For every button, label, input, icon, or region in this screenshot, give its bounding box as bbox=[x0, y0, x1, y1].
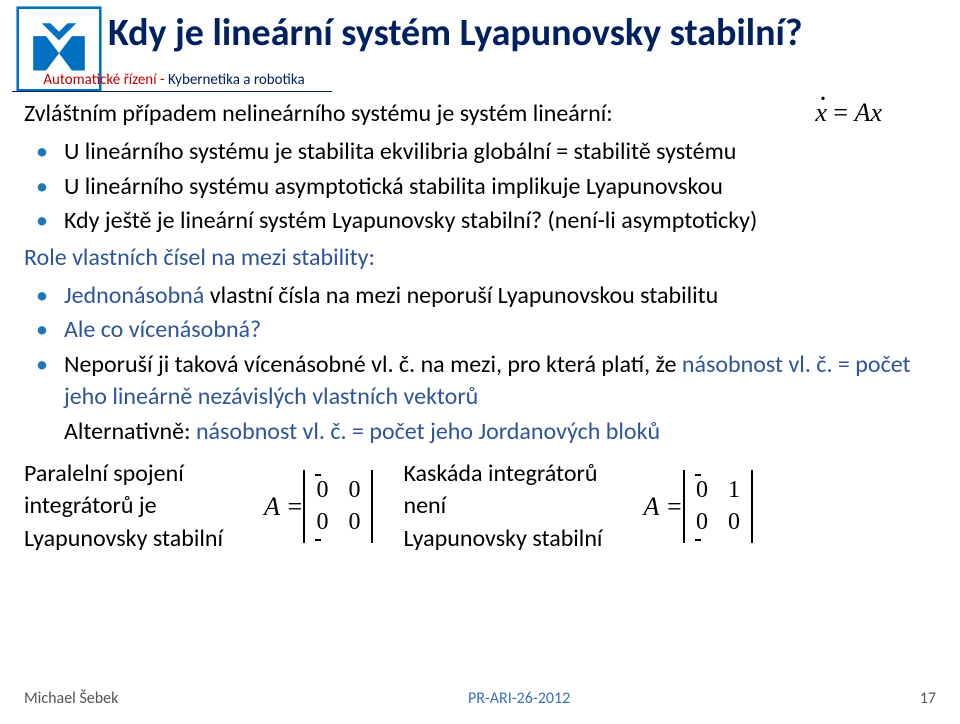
example-left: Paralelní spojení integrátorů je Lyapuno… bbox=[24, 458, 373, 555]
bullet-dot-icon: • bbox=[36, 349, 48, 381]
subtitle-part2: Kybernetika a robotika bbox=[168, 71, 305, 89]
bullet-pre: Alternativně: bbox=[64, 417, 196, 446]
label-line: Kaskáda integrátorů bbox=[403, 458, 643, 490]
state-equation: x = Ax bbox=[815, 98, 882, 128]
matrix-cell: 0 bbox=[347, 506, 361, 538]
bullet-dot-icon: • bbox=[36, 314, 48, 346]
intro-text: Zvláštním případem nelineárního systému … bbox=[24, 98, 940, 130]
matrix-cell: 0 bbox=[315, 506, 329, 538]
bullet-text: U lineárního systému asymptotická stabil… bbox=[64, 171, 940, 203]
label-line: Paralelní spojení bbox=[24, 458, 264, 490]
bullet-pre: Neporuší ji taková vícenásobné vl. č. na… bbox=[64, 350, 682, 379]
bullet-item: • Neporuší ji taková vícenásobné vl. č. … bbox=[24, 349, 940, 414]
role-heading: Role vlastních čísel na mezi stability: bbox=[24, 242, 940, 274]
bullet-dot-icon: • bbox=[36, 171, 48, 203]
slide: Kdy je lineární systém Lyapunovsky stabi… bbox=[0, 0, 960, 724]
bullet-dot-icon: • bbox=[36, 136, 48, 168]
bullet-item: • Alternativně: násobnost vl. č. = počet… bbox=[24, 416, 940, 448]
bullet-item: • Kdy ještě je lineární systém Lyapunovs… bbox=[24, 205, 940, 237]
eqn-lhs: x bbox=[815, 98, 827, 128]
subtitle-underline bbox=[12, 91, 332, 92]
slide-title: Kdy je lineární systém Lyapunovsky stabi… bbox=[108, 10, 940, 56]
bullet-item: • Jednonásobná vlastní čísla na mezi nep… bbox=[24, 280, 940, 312]
label-line: není bbox=[403, 490, 643, 522]
bullet-dot-icon: • bbox=[36, 280, 48, 312]
bullet-item: • Ale co vícenásobná? bbox=[24, 314, 940, 346]
bullet-item: • U lineárního systému asymptotická stab… bbox=[24, 171, 940, 203]
bullet-item: • U lineárního systému je stabilita ekvi… bbox=[24, 136, 940, 168]
example-right: Kaskáda integrátorů není Lyapunovsky sta… bbox=[403, 458, 752, 555]
matrix-cell: 0 bbox=[347, 474, 361, 506]
matrix-prefix: A = bbox=[643, 489, 682, 524]
example-left-label: Paralelní spojení integrátorů je Lyapuno… bbox=[24, 458, 264, 555]
bullet-text: Kdy ještě je lineární systém Lyapunovsky… bbox=[64, 205, 940, 237]
matrix-cell: 0 bbox=[315, 474, 329, 506]
bullets-group-2: • Jednonásobná vlastní čísla na mezi nep… bbox=[24, 280, 940, 448]
example-right-label: Kaskáda integrátorů není Lyapunovsky sta… bbox=[403, 458, 643, 555]
emphasis: Jednonásobná bbox=[64, 281, 204, 310]
footer-page-number: 17 bbox=[920, 689, 936, 708]
eqn-eq: = bbox=[827, 98, 855, 127]
label-line: Lyapunovsky stabilní bbox=[24, 523, 264, 555]
matrix: 00 00 bbox=[303, 470, 373, 543]
matrix-prefix: A = bbox=[264, 489, 303, 524]
matrix-cell: 0 bbox=[695, 506, 709, 538]
matrix-cell: 0 bbox=[695, 474, 709, 506]
eqn-rhs: Ax bbox=[855, 98, 882, 127]
bullet-text: U lineárního systému je stabilita ekvili… bbox=[64, 136, 940, 168]
emphasis: násobnost vl. č. = počet jeho Jordanovýc… bbox=[196, 417, 660, 446]
label-line: Lyapunovsky stabilní bbox=[403, 523, 643, 555]
subtitle-part1: Automatické řízení - bbox=[43, 71, 168, 89]
bullet-dot-icon: • bbox=[36, 205, 48, 237]
matrix-cell: 0 bbox=[727, 506, 741, 538]
subtitle: Automatické řízení - Kybernetika a robot… bbox=[12, 70, 336, 92]
footer: Michael Šebek PR-ARI-26-2012 17 bbox=[24, 689, 936, 708]
bullet-text: Neporuší ji taková vícenásobné vl. č. na… bbox=[64, 349, 940, 414]
label-line: integrátorů je bbox=[24, 490, 264, 522]
matrix: 01 00 bbox=[683, 470, 753, 543]
bottom-examples: Paralelní spojení integrátorů je Lyapuno… bbox=[24, 458, 940, 555]
footer-author: Michael Šebek bbox=[24, 689, 118, 708]
footer-code: PR-ARI-26-2012 bbox=[468, 689, 570, 708]
bullets-group-1: • U lineárního systému je stabilita ekvi… bbox=[24, 136, 940, 237]
bullet-text: Alternativně: násobnost vl. č. = počet j… bbox=[64, 416, 940, 448]
bullet-text: Jednonásobná vlastní čísla na mezi nepor… bbox=[64, 280, 940, 312]
matrix-equation-left: A = 00 00 bbox=[264, 470, 373, 543]
matrix-cell: 1 bbox=[727, 474, 741, 506]
bullet-post: vlastní čísla na mezi neporuší Lyapunovs… bbox=[204, 281, 718, 310]
matrix-equation-right: A = 01 00 bbox=[643, 470, 752, 543]
bullet-text: Ale co vícenásobná? bbox=[64, 314, 940, 346]
content-area: Zvláštním případem nelineárního systému … bbox=[24, 98, 940, 555]
